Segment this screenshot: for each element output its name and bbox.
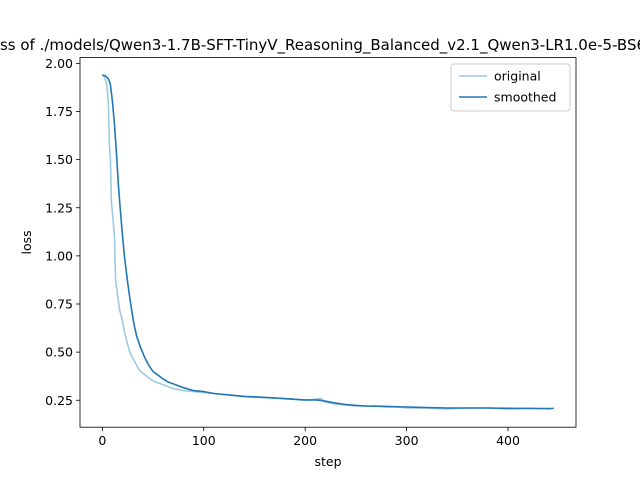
y-tick-label: 0.75 — [45, 297, 73, 312]
y-tick-label: 1.50 — [45, 152, 73, 167]
chart-title: Training Loss of ./models/Qwen3-1.7B-SFT… — [0, 36, 640, 55]
x-axis-label: step — [314, 454, 341, 469]
x-tick-label: 0 — [98, 433, 106, 448]
legend-label-original: original — [494, 69, 541, 84]
series-line-smoothed — [102, 74, 554, 410]
plot-area-frame — [79, 57, 577, 428]
y-axis-label: loss — [19, 230, 34, 254]
y-tick-label: 1.25 — [45, 200, 73, 215]
x-tick-label: 100 — [192, 433, 216, 448]
y-tick-label: 1.00 — [45, 248, 73, 263]
x-tick-label: 400 — [496, 433, 520, 448]
plot-area-background — [80, 57, 576, 428]
y-tick-label: 0.25 — [45, 393, 73, 408]
y-tick-label: 0.50 — [45, 345, 73, 360]
y-axis-ticks: 0.25 0.50 0.75 1.00 1.25 1.50 1.75 2.00 — [45, 56, 80, 408]
x-axis-ticks: 0 100 200 300 400 — [98, 427, 520, 448]
x-tick-label: 200 — [293, 433, 317, 448]
legend: original smoothed — [450, 63, 571, 112]
series-layer — [101, 74, 554, 410]
legend-label-smoothed: smoothed — [494, 90, 556, 105]
y-tick-label: 1.75 — [45, 104, 73, 119]
x-tick-label: 300 — [395, 433, 419, 448]
y-tick-label: 2.00 — [45, 56, 73, 71]
